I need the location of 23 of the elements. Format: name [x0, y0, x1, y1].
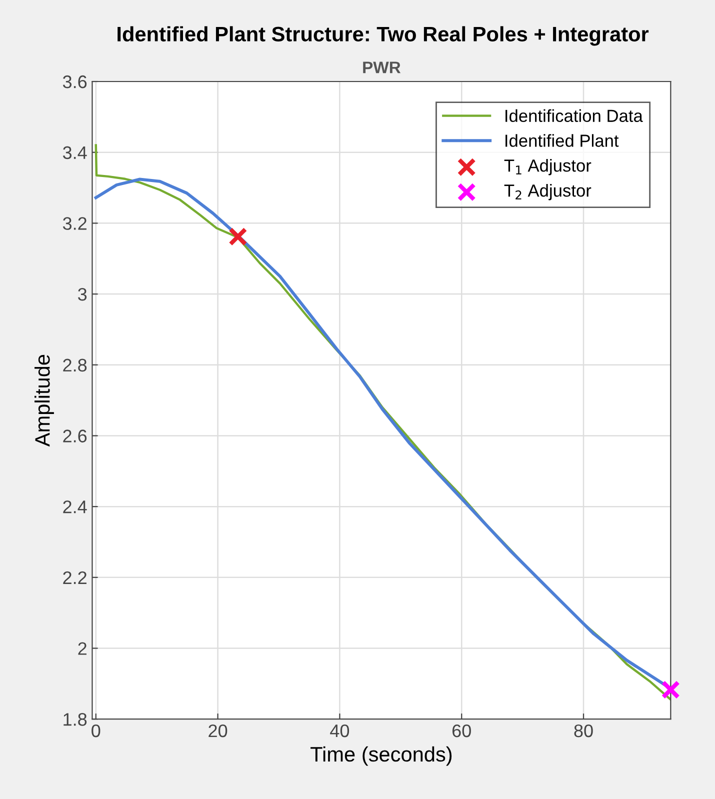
legend-label: Identified Plant [506, 134, 619, 147]
x-tick-label: 40 [330, 724, 350, 738]
y-tick-label: 2 [78, 642, 86, 655]
y-axis-title: Amplitude [34, 354, 54, 447]
y-tick-label: 2.6 [63, 430, 87, 442]
y-tick-label: 2.2 [63, 571, 86, 584]
chart-subtitle: PWR [363, 62, 401, 74]
y-tick-label: 2.8 [63, 358, 87, 372]
legend-label: T$_{1}$ Adjustor [504, 159, 592, 176]
x-tick-label: 0 [92, 724, 100, 738]
y-tick-label: 3.2 [62, 217, 86, 230]
y-tick-label: 1.8 [64, 713, 87, 726]
y-tick-label: 3 [78, 288, 87, 301]
x-tick-label: 60 [452, 724, 471, 738]
y-tick-label: 3.4 [62, 146, 87, 160]
legend-label: T$_{2}$ Adjustor [504, 184, 592, 200]
x-axis-title: Time (seconds) [310, 746, 452, 766]
y-tick-label: 2.4 [63, 500, 87, 514]
x-tick-label: 80 [574, 724, 593, 738]
chart-title: Identified Plant Structure: Two Real Poles + Integrator [118, 26, 649, 46]
y-tick-label: 3.6 [62, 75, 87, 88]
legend-label: Identification Data [506, 109, 643, 122]
x-tick-label: 20 [208, 724, 228, 738]
